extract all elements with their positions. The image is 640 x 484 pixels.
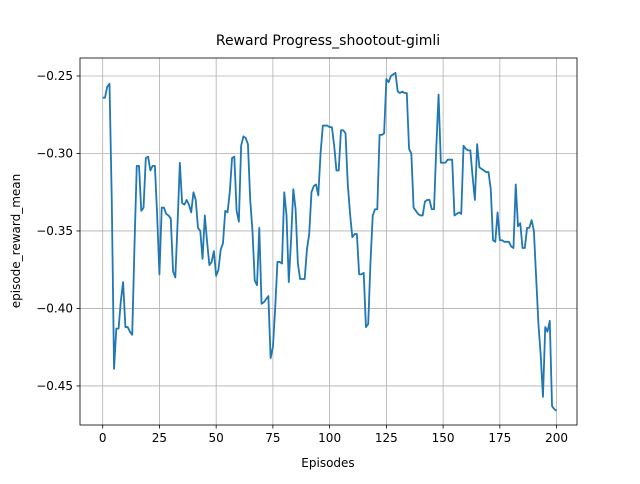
x-tick-label: 50	[209, 431, 224, 445]
y-tick-label: −0.40	[36, 301, 73, 315]
x-tick-label: 0	[99, 431, 107, 445]
x-tick-label: 175	[488, 431, 511, 445]
y-tick-label: −0.45	[36, 379, 73, 393]
x-axis-label: Episodes	[301, 456, 354, 470]
x-tick-label: 100	[318, 431, 341, 445]
y-tick-label: −0.30	[36, 146, 73, 160]
y-tick-label: −0.25	[36, 69, 73, 83]
y-tick-label: −0.35	[36, 224, 73, 238]
x-tick-label: 150	[432, 431, 455, 445]
plot-frame	[79, 57, 578, 426]
x-tick-label: 25	[152, 431, 167, 445]
x-tick-label: 75	[265, 431, 280, 445]
chart-title: Reward Progress_shootout-gimli	[216, 33, 440, 49]
x-tick-label: 125	[375, 431, 398, 445]
x-tick-label: 200	[545, 431, 568, 445]
y-axis-label: episode_reward_mean	[9, 174, 23, 309]
data-line	[102, 71, 558, 412]
